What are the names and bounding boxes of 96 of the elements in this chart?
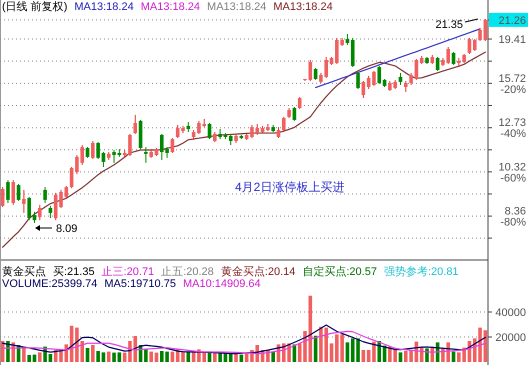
candlestick (6, 180, 10, 204)
bar (170, 352, 174, 362)
candlestick (446, 46, 450, 64)
bar (457, 352, 461, 362)
line-series (315, 28, 481, 88)
candlestick (276, 126, 280, 139)
candlestick (356, 71, 360, 90)
y-tick-label: 15.72 -20% (498, 72, 526, 96)
bar (314, 336, 318, 362)
bar (165, 352, 169, 362)
annotation: 强势参考:20.81 (384, 265, 459, 278)
candlestick (377, 65, 382, 84)
bar (86, 348, 90, 362)
annotation: 止五:20.28 (161, 265, 214, 278)
annotation: 黄金买点:20.14 (220, 265, 296, 278)
candlestick (16, 184, 20, 202)
annotation: MA13:18.24 (140, 1, 200, 13)
annotation: VOLUME:25399.74 (2, 278, 98, 290)
bar (160, 351, 164, 362)
candlestick (319, 72, 323, 84)
bar (340, 334, 344, 362)
annotation: (日线 前复权) (2, 0, 68, 13)
annotation: MA5:19710.75 (104, 278, 176, 290)
candlestick (213, 132, 217, 143)
bar (404, 351, 408, 362)
candlestick (457, 57, 461, 68)
candlestick (43, 186, 47, 204)
annotation: 8.09 (56, 223, 78, 235)
annotation: 自定买点:20.57 (302, 265, 377, 278)
candlestick (436, 56, 440, 72)
candlestick (0, 186, 4, 208)
bar (213, 352, 217, 362)
annotation: 买:21.35 (53, 266, 95, 278)
candlestick (404, 80, 408, 92)
bar (106, 352, 111, 362)
line-series (2, 330, 486, 354)
bar (271, 352, 275, 362)
bar (38, 352, 42, 362)
annotation: 止三:20.71 (102, 265, 154, 278)
bar (398, 352, 402, 362)
y-tick-label: 21.26 (498, 14, 526, 27)
candlestick (282, 116, 286, 133)
candlestick (91, 140, 95, 160)
candlestick (228, 133, 233, 146)
bar (234, 354, 238, 362)
candlestick (346, 34, 350, 46)
candlestick (292, 106, 296, 122)
candlestick (472, 38, 477, 52)
candlestick (468, 37, 472, 54)
candlestick (165, 146, 169, 158)
candlestick (170, 138, 174, 154)
annotation: MA13:18.24 (74, 1, 134, 13)
candlestick (48, 205, 52, 219)
y-tick-label: 20000 (495, 332, 526, 344)
y-tick-label: 10.32 -60% (498, 161, 526, 184)
candlestick (11, 180, 16, 206)
bar (346, 342, 350, 362)
bar (362, 350, 366, 362)
annotation: MA13:18.24 (273, 1, 333, 13)
bar (80, 341, 84, 362)
annotation: 黄金买点 (2, 265, 46, 278)
candlestick (80, 144, 84, 166)
annotation: MA13:18.24 (207, 1, 266, 13)
bar (240, 354, 244, 362)
bar (393, 349, 397, 362)
candlestick (452, 51, 456, 66)
y-tick-label: 8.36 -80% (500, 206, 526, 229)
candlestick (22, 189, 26, 214)
candlestick (38, 204, 42, 221)
annotation: 4月2日涨停板上买进 (235, 180, 344, 194)
line-series (2, 52, 486, 248)
bar (452, 352, 456, 362)
line-series (2, 324, 486, 354)
y-tick-label: 19.41 (498, 34, 526, 46)
candlestick (388, 80, 392, 92)
candlestick (144, 146, 148, 164)
y-tick-label: 12.73 -40% (498, 117, 526, 140)
bar (382, 346, 386, 362)
candlestick (398, 72, 402, 86)
candlestick (462, 53, 466, 64)
candlestick (86, 146, 90, 158)
candlestick (314, 68, 318, 80)
bar (425, 348, 429, 362)
candlestick (160, 133, 164, 160)
candlestick (186, 122, 190, 133)
annotation: 21.35 (435, 19, 463, 31)
candlestick (133, 114, 138, 134)
candlestick (393, 79, 397, 90)
bar (228, 353, 233, 362)
candlestick (287, 108, 291, 119)
candlestick (298, 96, 302, 110)
bar (91, 345, 95, 362)
candlestick (362, 80, 366, 99)
y-tick-label: 40000 (495, 307, 526, 319)
candlestick (208, 122, 212, 140)
annotation: MA10:14909.64 (182, 278, 261, 290)
